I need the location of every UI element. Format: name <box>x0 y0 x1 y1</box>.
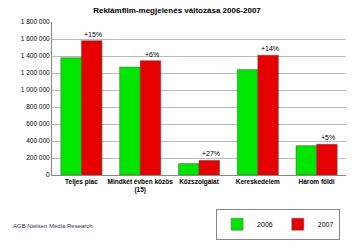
svg-text:AGB Nielsen Media Research: AGB Nielsen Media Research <box>13 223 93 229</box>
svg-text:400 000: 400 000 <box>26 137 50 144</box>
svg-text:+5%: +5% <box>321 134 335 141</box>
svg-text:Közszolgálat: Közszolgálat <box>179 178 220 186</box>
svg-text:Teljes piac: Teljes piac <box>65 178 98 186</box>
svg-text:1 600 000: 1 600 000 <box>21 35 50 42</box>
svg-text:600 000: 600 000 <box>26 120 50 127</box>
svg-text:1 200 000: 1 200 000 <box>21 69 50 76</box>
svg-text:+6%: +6% <box>145 51 159 58</box>
svg-text:+14%: +14% <box>261 45 279 52</box>
svg-text:+15%: +15% <box>84 31 102 38</box>
svg-text:2007: 2007 <box>318 221 334 228</box>
svg-text:0: 0 <box>46 171 50 178</box>
svg-text:1 400 000: 1 400 000 <box>21 52 50 59</box>
svg-text:200 000: 200 000 <box>26 154 50 161</box>
svg-text:1 000 000: 1 000 000 <box>21 86 50 93</box>
svg-text:+27%: +27% <box>202 150 220 157</box>
svg-text:Kereskedelem: Kereskedelem <box>236 178 280 185</box>
svg-text:Reklámfilm-megjelenés változás: Reklámfilm-megjelenés változása 2006-200… <box>93 6 261 15</box>
svg-text:800 000: 800 000 <box>26 103 50 110</box>
svg-text:Mindkét évben közös(15): Mindkét évben közös(15) <box>108 178 174 194</box>
svg-text:2006: 2006 <box>257 221 273 228</box>
svg-text:Három földi: Három földi <box>299 178 335 185</box>
svg-text:1 800 000: 1 800 000 <box>21 18 50 25</box>
